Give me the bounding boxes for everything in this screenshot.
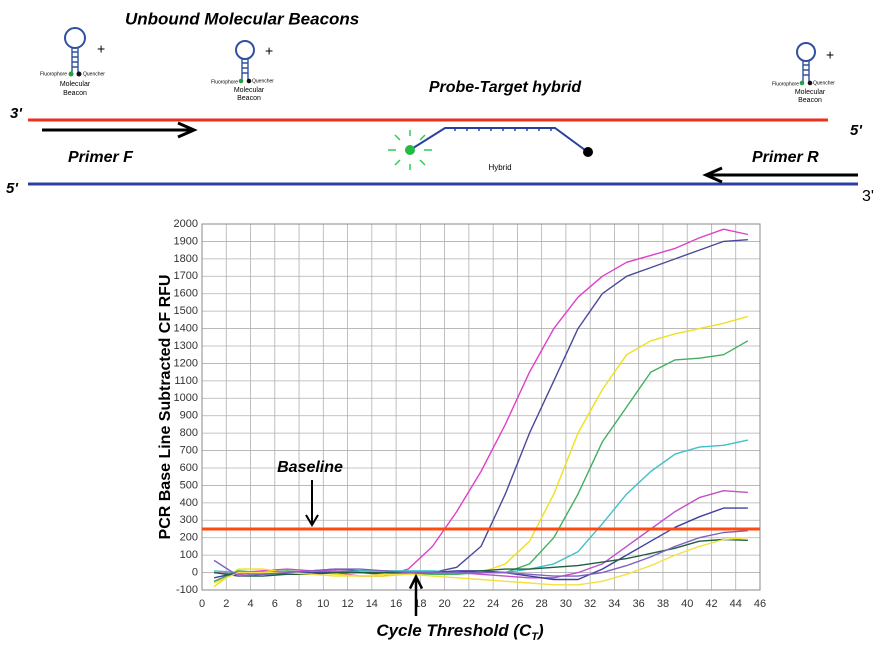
y-tick-label: 1500 xyxy=(174,305,198,317)
x-tick-label: 2 xyxy=(223,598,229,610)
y-tick-label: 1000 xyxy=(174,392,198,404)
y-tick-label: 0 xyxy=(192,566,198,578)
x-tick-label: 16 xyxy=(390,598,402,610)
strand-end: 3' xyxy=(10,105,22,122)
y-tick-label: 1200 xyxy=(174,357,198,369)
x-tick-label: 10 xyxy=(317,598,329,610)
x-tick-label: 22 xyxy=(463,598,475,610)
beacon-label: Molecular xyxy=(234,87,265,94)
x-axis-label-part: ) xyxy=(536,621,544,640)
plot-border xyxy=(201,223,761,591)
primer-f-arrow xyxy=(42,121,198,139)
quencher-label: Quencher xyxy=(813,80,835,86)
hybrid-title: Probe-Target hybrid xyxy=(429,79,583,96)
beacon-label: Beacon xyxy=(237,95,261,102)
x-tick-label: 30 xyxy=(560,598,572,610)
y-tick-label: 2000 xyxy=(174,218,198,230)
chart: 0 2 4 6 8 10 12 14 16 18 20 22 24 26 28 30 32 34 36 38 40 42 4… xyxy=(157,218,766,643)
plus: + xyxy=(97,41,105,57)
baseline-arrow xyxy=(305,480,319,527)
beacon: Fluorophore Quencher Molecular Beacon + xyxy=(40,27,105,97)
x-tick-label: 34 xyxy=(608,598,620,610)
ct-arrow xyxy=(408,573,424,616)
primer-label: Primer R xyxy=(752,149,819,166)
y-tick-label: 1300 xyxy=(174,340,198,352)
x-tick-label: 8 xyxy=(296,598,302,610)
y-tick-label: -100 xyxy=(176,584,198,596)
strand-end: 3' xyxy=(862,188,874,205)
fluorophore-label: Fluorophore xyxy=(40,71,67,77)
x-axis-label: Cycle Threshold (CT) xyxy=(376,621,544,642)
hybrid-probe: Hybrid xyxy=(388,127,593,172)
primer-r-arrow xyxy=(702,166,858,184)
plus: + xyxy=(265,43,273,59)
y-tick-label: 600 xyxy=(180,462,198,474)
y-axis-label: PCR Base Line Subtracted CF RFU xyxy=(157,275,174,540)
beacon: Fluorophore Quencher Molecular Beacon + xyxy=(772,42,835,104)
x-tick-label: 46 xyxy=(754,598,766,610)
x-tick-label: 26 xyxy=(511,598,523,610)
x-tick-label: 40 xyxy=(681,598,693,610)
x-tick-label: 38 xyxy=(657,598,669,610)
y-tick-label: 1700 xyxy=(174,270,198,282)
y-tick-label: 900 xyxy=(180,410,198,422)
x-tick-label: 44 xyxy=(730,598,742,610)
fluorophore-label: Fluorophore xyxy=(772,81,799,87)
y-tick-label: 1100 xyxy=(174,375,198,387)
x-tick-label: 42 xyxy=(705,598,717,610)
series-line xyxy=(213,537,748,586)
x-tick-label: 14 xyxy=(366,598,378,610)
x-tick-label: 36 xyxy=(633,598,645,610)
plus: + xyxy=(826,47,834,63)
y-tick-label: 1400 xyxy=(174,322,198,334)
plot-area xyxy=(202,224,760,590)
primer-label: Primer F xyxy=(68,149,134,166)
y-tick-label: 300 xyxy=(180,514,198,526)
strand-end: 5' xyxy=(850,122,862,139)
beacon-label: Molecular xyxy=(795,89,826,96)
x-tick-label: 20 xyxy=(438,598,450,610)
y-tick-label: 500 xyxy=(180,479,198,491)
fluorophore-label: Fluorophore xyxy=(211,79,238,85)
strand-end: 5' xyxy=(6,180,18,197)
quencher-label: Quencher xyxy=(83,71,105,77)
baseline-label: Baseline xyxy=(277,459,343,476)
y-tick-label: 200 xyxy=(180,532,198,544)
x-tick-label: 4 xyxy=(247,598,253,610)
x-tick-label: 0 xyxy=(199,598,205,610)
x-axis-label-part: T xyxy=(531,631,539,643)
y-tick-label: 1600 xyxy=(174,288,198,300)
x-tick-label: 24 xyxy=(487,598,499,610)
beacon-label: Molecular xyxy=(60,81,91,88)
series-line xyxy=(213,530,748,577)
hybrid-label: Hybrid xyxy=(488,163,511,172)
beacon-label: Beacon xyxy=(63,90,87,97)
y-tick-label: 800 xyxy=(180,427,198,439)
series-line xyxy=(213,228,749,582)
x-tick-label: 12 xyxy=(341,598,353,610)
quencher-label: Quencher xyxy=(252,78,274,84)
beacon-label: Beacon xyxy=(798,97,822,104)
y-tick-label: 100 xyxy=(180,549,198,561)
x-tick-label: 32 xyxy=(584,598,596,610)
y-tick-label: 400 xyxy=(180,497,198,509)
x-tick-label: 6 xyxy=(272,598,278,610)
beacon: Fluorophore Quencher Molecular Beacon + xyxy=(211,40,274,102)
x-axis-label-part: Cycle Threshold (C xyxy=(376,621,532,640)
y-tick-label: 1900 xyxy=(174,235,198,247)
x-tick-label: 28 xyxy=(536,598,548,610)
x-tick-label: 18 xyxy=(414,598,426,610)
diagram-title: Unbound Molecular Beacons xyxy=(125,9,359,28)
y-tick-label: 700 xyxy=(180,444,198,456)
y-tick-label: 1800 xyxy=(174,253,198,265)
